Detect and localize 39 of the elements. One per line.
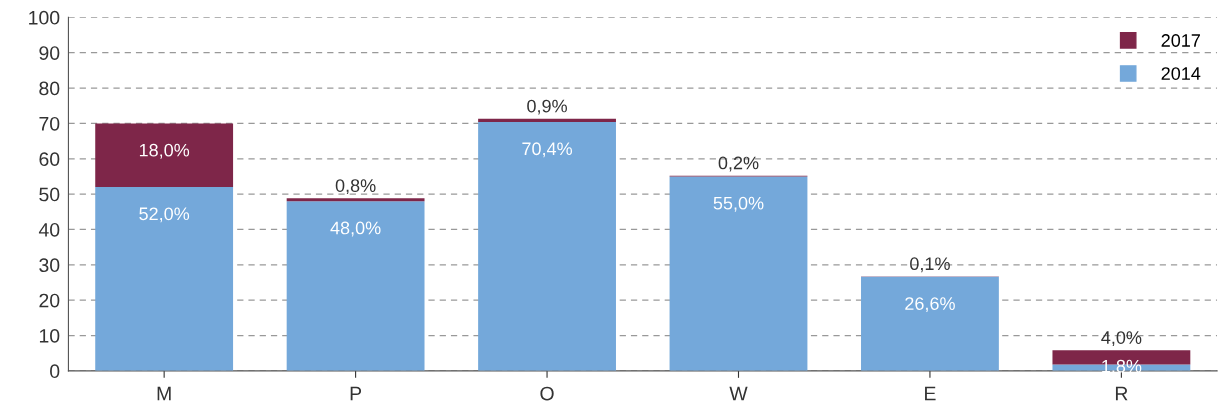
y-tick-label: 20 [39, 293, 60, 308]
data-label: 0,9% [527, 99, 567, 115]
x-tick-label: O [540, 386, 554, 401]
y-tick-label: 70 [39, 116, 60, 131]
y-tick-label: 90 [39, 46, 60, 60]
y-tick-label: 30 [39, 258, 60, 273]
y-tick-label: 10 [39, 328, 60, 343]
y-tick-label: 50 [39, 187, 60, 202]
data-label: 52,0% [139, 207, 190, 223]
y-tick-label: 40 [38, 222, 60, 237]
legend-label: 2014 [1161, 67, 1201, 80]
y-tick-label: 100 [29, 10, 60, 25]
bar [478, 118, 616, 123]
bar [95, 123, 234, 188]
data-label: 4,0% [1101, 331, 1142, 347]
bar [478, 122, 616, 371]
data-label: 1,8% [1102, 359, 1142, 375]
y-tick-label: 0 [50, 364, 60, 379]
data-label: 0,2% [718, 156, 759, 172]
x-tick-label: M [157, 386, 171, 401]
bar [286, 198, 425, 202]
bar [861, 276, 999, 371]
x-tick-label: P [350, 386, 362, 401]
data-label: 26,6% [905, 297, 955, 313]
bar [669, 176, 808, 371]
y-tick-label: 60 [39, 152, 60, 167]
data-label: 0,8% [335, 179, 376, 195]
data-label: 55,0% [713, 196, 764, 212]
x-tick-label: R [1115, 386, 1128, 401]
y-tick-label: 80 [39, 81, 60, 96]
data-label: 0,1% [910, 257, 950, 273]
x-tick-label: E [925, 386, 936, 401]
bar [95, 187, 234, 371]
data-label: 48,0% [330, 221, 381, 237]
data-label: 18,0% [139, 143, 190, 159]
x-tick-label: W [729, 386, 748, 401]
legend-label: 2017 [1161, 34, 1200, 47]
data-label: 70,4% [522, 142, 573, 158]
bar [286, 201, 425, 371]
